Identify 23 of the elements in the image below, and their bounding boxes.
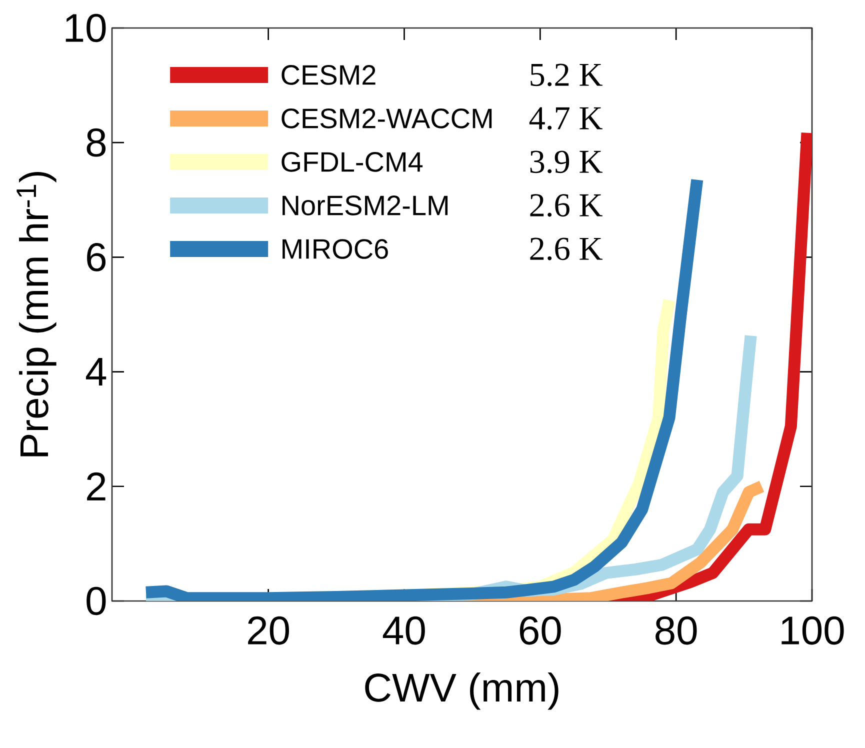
y-tick-label: 2 (87, 472, 106, 500)
annotation: 5.2 K (530, 64, 602, 86)
annotation: 4.7 K (529, 107, 602, 130)
x-tick-label: 100 (782, 616, 844, 645)
legend-label: CESM2 (282, 65, 376, 85)
y-tick-label: 10 (66, 14, 106, 42)
x-tick-label: 80 (656, 616, 697, 645)
annotation: 3.9 K (530, 150, 602, 174)
y-tick-label: 0 (86, 586, 106, 616)
x-tick-label: 20 (248, 616, 289, 645)
legend-label: CESM2-WACCM (282, 108, 492, 128)
y-tick-label: 8 (86, 128, 106, 157)
x-axis-title: CWV (mm) (365, 672, 558, 710)
legend-label: GFDL-CM4 (282, 152, 423, 172)
y-tick-label: 4 (86, 358, 106, 386)
y-tick-label: 6 (87, 243, 106, 272)
annotation: 2.6 K (530, 238, 602, 260)
x-tick-label: 60 (520, 616, 561, 645)
legend-label: NorESM2-LM (282, 196, 448, 216)
x-tick-label: 40 (382, 616, 425, 645)
legend-label: MIROC6 (282, 239, 388, 259)
annotation: 2.6 K (530, 194, 602, 217)
y-axis-title: Precip (mm hr$^{-1}$) (16, 172, 56, 456)
